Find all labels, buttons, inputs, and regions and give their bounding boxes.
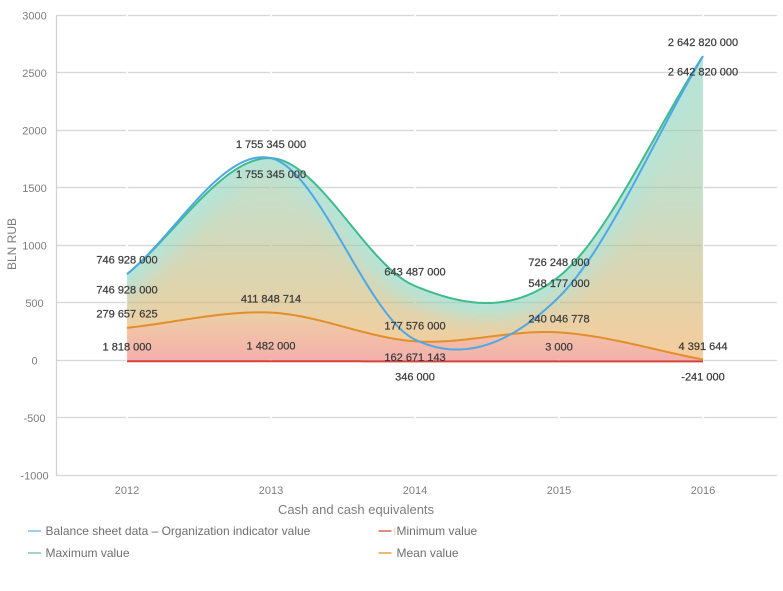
svg-text:2000: 2000 bbox=[22, 125, 46, 137]
svg-text:500: 500 bbox=[25, 298, 43, 310]
svg-text:3000: 3000 bbox=[22, 10, 46, 22]
svg-text:-1000: -1000 bbox=[20, 470, 48, 482]
svg-text:1 482 000: 1 482 000 bbox=[247, 340, 296, 352]
svg-text:1000: 1000 bbox=[22, 240, 46, 252]
svg-text:4 391 644: 4 391 644 bbox=[679, 341, 728, 353]
svg-text:2500: 2500 bbox=[22, 68, 46, 80]
svg-text:2012: 2012 bbox=[115, 485, 139, 497]
svg-text:Minimum value: Minimum value bbox=[397, 524, 478, 538]
svg-text:643 487 000: 643 487 000 bbox=[384, 267, 445, 279]
svg-text:Mean value: Mean value bbox=[397, 546, 459, 560]
svg-text:1 755 345 000: 1 755 345 000 bbox=[236, 139, 306, 151]
svg-text:Balance sheet data – Organizat: Balance sheet data – Organization indica… bbox=[46, 524, 311, 538]
svg-text:1 818 000: 1 818 000 bbox=[103, 342, 152, 354]
svg-text:-241 000: -241 000 bbox=[681, 372, 724, 384]
svg-text:0: 0 bbox=[31, 355, 37, 367]
svg-text:746 928 000: 746 928 000 bbox=[96, 285, 157, 297]
svg-text:2016: 2016 bbox=[691, 485, 715, 497]
svg-text:2 642 820 000: 2 642 820 000 bbox=[668, 67, 738, 79]
svg-text:746 928 000: 746 928 000 bbox=[96, 255, 157, 267]
svg-text:162 671 143: 162 671 143 bbox=[384, 352, 445, 364]
svg-text:3 000: 3 000 bbox=[545, 342, 573, 354]
svg-text:726 248 000: 726 248 000 bbox=[528, 257, 589, 269]
svg-text:2013: 2013 bbox=[259, 485, 283, 497]
svg-text:-500: -500 bbox=[23, 413, 45, 425]
svg-text:548 177 000: 548 177 000 bbox=[528, 278, 589, 290]
svg-text:240 046 778: 240 046 778 bbox=[528, 314, 589, 326]
svg-text:2014: 2014 bbox=[403, 485, 427, 497]
svg-text:346 000: 346 000 bbox=[395, 372, 435, 384]
svg-text:Cash and cash equivalents: Cash and cash equivalents bbox=[278, 502, 435, 517]
svg-text:1 755 345 000: 1 755 345 000 bbox=[236, 169, 306, 181]
svg-text:279 657 625: 279 657 625 bbox=[96, 309, 157, 321]
svg-text:2015: 2015 bbox=[547, 485, 571, 497]
svg-text:2 642 820 000: 2 642 820 000 bbox=[668, 37, 738, 49]
svg-text:Maximum value: Maximum value bbox=[46, 546, 130, 560]
svg-text:411 848 714: 411 848 714 bbox=[241, 294, 301, 306]
svg-text:BLN RUB: BLN RUB bbox=[5, 218, 19, 270]
svg-text:177 576 000: 177 576 000 bbox=[384, 321, 445, 333]
svg-text:1500: 1500 bbox=[22, 183, 46, 195]
